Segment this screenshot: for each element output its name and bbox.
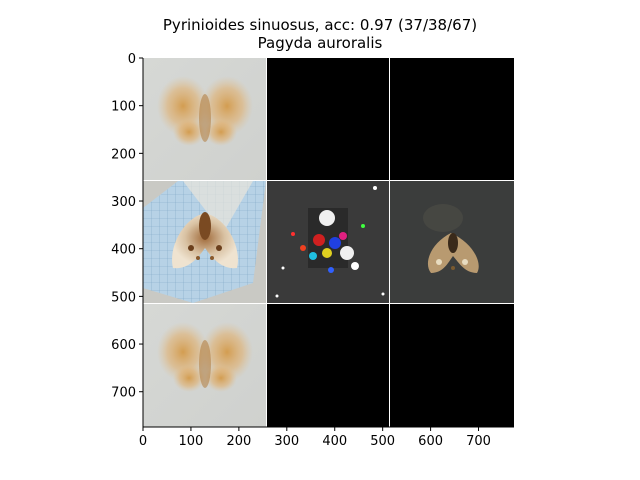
- y-tick-label: 200: [111, 147, 136, 162]
- y-tick-label: 600: [111, 338, 136, 353]
- cell-r2-c0-blurred-moth: [143, 304, 266, 427]
- x-tick-label: 400: [322, 434, 347, 449]
- cell-r1-c1-saliency-map: [267, 181, 389, 303]
- y-tick-label: 700: [111, 386, 136, 401]
- x-tick-label: 100: [179, 434, 204, 449]
- x-tick-label: 200: [226, 434, 251, 449]
- y-axis-ticks: 0 100 200 300 400 500 600 700: [111, 52, 143, 401]
- y-tick-label: 0: [128, 52, 136, 67]
- figure-title-line-1: Pyrinioides sinuosus, acc: 0.97 (37/38/6…: [162, 16, 478, 34]
- y-tick-label: 300: [111, 195, 136, 210]
- figure-title: Pyrinioides sinuosus, acc: 0.97 (37/38/6…: [0, 16, 640, 52]
- image-grid-plot: [143, 58, 514, 427]
- image-grid-svg: [143, 58, 514, 427]
- y-tick-label: 400: [111, 243, 136, 258]
- y-tick-label: 100: [111, 100, 136, 115]
- x-tick-label: 600: [418, 434, 443, 449]
- x-tick-label: 0: [139, 434, 147, 449]
- cell-r1-c0-moth-photo: [143, 181, 266, 303]
- cell-r1-c2-masked-moth: [390, 181, 514, 303]
- y-tick-label: 500: [111, 290, 136, 305]
- grid-separators: [143, 58, 514, 427]
- x-axis-ticks: 0 100 200 300 400 500 600 700: [139, 427, 491, 449]
- cell-r2-c1-black: [267, 304, 389, 427]
- cell-r0-c1-black: [267, 58, 389, 180]
- x-tick-label: 500: [370, 434, 395, 449]
- axes-spines: [142, 58, 514, 428]
- cell-r2-c2-black: [390, 304, 514, 427]
- figure-title-line-2: Pagyda auroralis: [257, 34, 383, 52]
- cell-r0-c2-black: [390, 58, 514, 180]
- x-tick-label: 700: [466, 434, 491, 449]
- cell-r0-c0-blurred-moth: [143, 58, 266, 180]
- x-tick-label: 300: [274, 434, 299, 449]
